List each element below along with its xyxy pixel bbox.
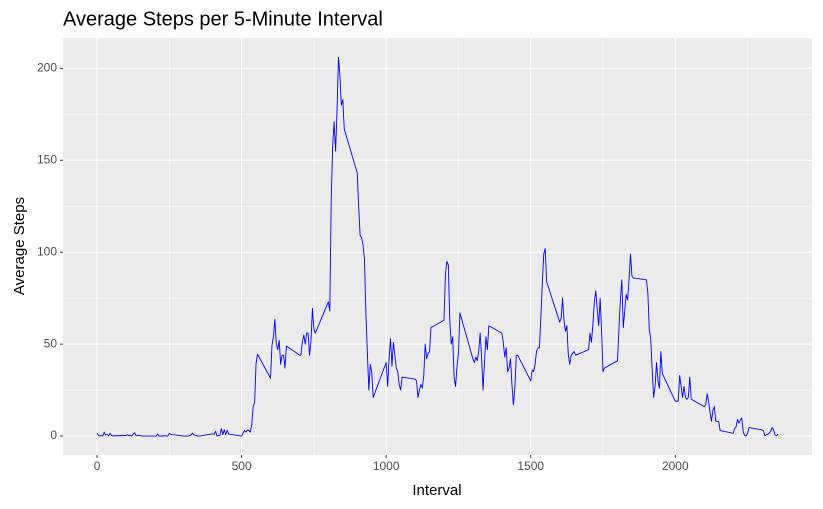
x-tick-label: 500: [232, 459, 252, 473]
chart-title: Average Steps per 5-Minute Interval: [63, 8, 383, 30]
y-axis-title: Average Steps: [11, 197, 28, 295]
x-axis-title: Interval: [412, 482, 461, 499]
x-tick-label: 2000: [662, 459, 689, 473]
y-tick-label: 150: [37, 152, 57, 166]
y-tick-label: 50: [44, 336, 58, 350]
y-tick-label: 100: [37, 244, 57, 258]
y-tick-label: 0: [50, 428, 57, 442]
x-tick-label: 0: [94, 459, 101, 473]
x-tick-label: 1500: [517, 459, 544, 473]
x-tick-label: 1000: [373, 459, 400, 473]
y-tick-label: 200: [37, 61, 57, 75]
panel: [63, 38, 812, 455]
data-line: [96, 56, 779, 437]
